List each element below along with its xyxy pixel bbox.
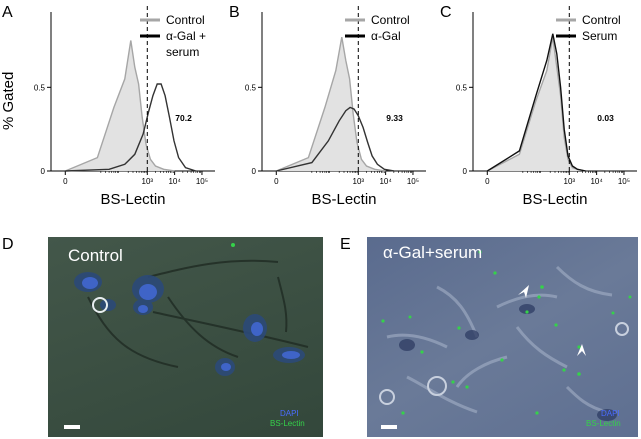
series-line-1 — [486, 36, 586, 172]
x-tick-label: 10⁵ — [618, 177, 630, 186]
legend-entry: α-Gal — [371, 29, 401, 43]
histogram-panel-b: 0 0.5 0 10³ 10⁴ 10⁵ BS-Lectin 9.33 Control α-Gal — [245, 6, 426, 208]
series-line-1 — [65, 40, 175, 172]
arrowhead-icon — [577, 344, 586, 356]
y-tick-label: 0 — [41, 167, 46, 176]
micrograph-d-title: Control — [68, 246, 123, 265]
micrograph-d-cells — [64, 243, 309, 429]
x-axis-label: BS-Lectin — [100, 191, 165, 208]
micrograph-d: Control DAPI BS-Lectin — [48, 237, 323, 437]
series-fill-1 — [65, 40, 175, 171]
legend-entry: Serum — [582, 29, 617, 43]
series-line-2 — [65, 83, 197, 172]
panel-letter-c: C — [440, 4, 452, 21]
y-tick-label: 0 — [252, 167, 257, 176]
micrograph-e-dapi-label: DAPI — [601, 409, 620, 418]
histogram-panel-a: 0 0.5 0 10³ 10⁴ 10⁵ BS-Lectin 70.2 Control α-Gal … — [34, 6, 215, 208]
histogram-panel-c: 0 0.5 0 10³ 10⁴ 10⁵ BS-Lectin 0.03 Control Serum — [456, 6, 637, 208]
y-tick-label: 0 — [463, 167, 468, 176]
panel-letter-a: A — [2, 4, 13, 21]
micrograph-e-title: α-Gal+serum — [383, 243, 483, 262]
x-axis-label: BS-Lectin — [522, 191, 587, 208]
y-tick-label: 0.5 — [34, 83, 46, 92]
y-tick-label: 0.5 — [456, 83, 468, 92]
micrograph-d-lectin-label: BS-Lectin — [270, 419, 305, 428]
y-axis-label: % Gated — [0, 71, 17, 130]
series-line-1 — [276, 36, 386, 172]
panel-letter-b: B — [229, 4, 240, 21]
series-fill-1 — [487, 37, 586, 171]
gate-percentage-label: 70.2 — [175, 113, 192, 123]
y-tick-label: 0.5 — [245, 83, 257, 92]
x-tick-label: 10⁴ — [168, 177, 181, 186]
x-tick-label: 10³ — [564, 177, 576, 186]
x-tick-label: 10⁵ — [407, 177, 419, 186]
x-tick-label: 10⁴ — [590, 177, 603, 186]
x-tick-label: 10³ — [353, 177, 365, 186]
micrograph-e-lectin-label: BS-Lectin — [586, 419, 621, 428]
x-tick-label: 10³ — [142, 177, 154, 186]
gate-percentage-label: 0.03 — [597, 113, 614, 123]
legend-entry: α-Gal + — [166, 29, 206, 43]
x-tick-label: 10⁵ — [196, 177, 208, 186]
x-tick-label: 0 — [274, 177, 279, 186]
micrograph-e-cells — [379, 250, 632, 429]
series-line-2 — [486, 33, 586, 172]
legend-entry: Control — [582, 13, 621, 27]
series-line-2 — [276, 106, 395, 172]
arrowhead-icon — [518, 285, 529, 298]
x-tick-label: 0 — [63, 177, 68, 186]
histogram-figure: 0 0.5 0 10³ 10⁴ 10⁵ BS-Lectin 70.2 Control α-Gal … — [34, 6, 637, 208]
legend-entry: Control — [166, 13, 205, 27]
legend-entry: serum — [166, 45, 199, 59]
series-fill-1 — [276, 37, 386, 171]
x-axis-label: BS-Lectin — [311, 191, 376, 208]
x-tick-label: 10⁴ — [379, 177, 392, 186]
x-tick-label: 0 — [485, 177, 490, 186]
micrograph-e: α-Gal+serum DAPI BS-Lectin — [367, 237, 638, 437]
panel-letter-d: D — [2, 236, 14, 253]
micrograph-d-dapi-label: DAPI — [280, 409, 299, 418]
legend-entry: Control — [371, 13, 410, 27]
gate-percentage-label: 9.33 — [386, 113, 403, 123]
panel-letter-e: E — [340, 236, 351, 253]
